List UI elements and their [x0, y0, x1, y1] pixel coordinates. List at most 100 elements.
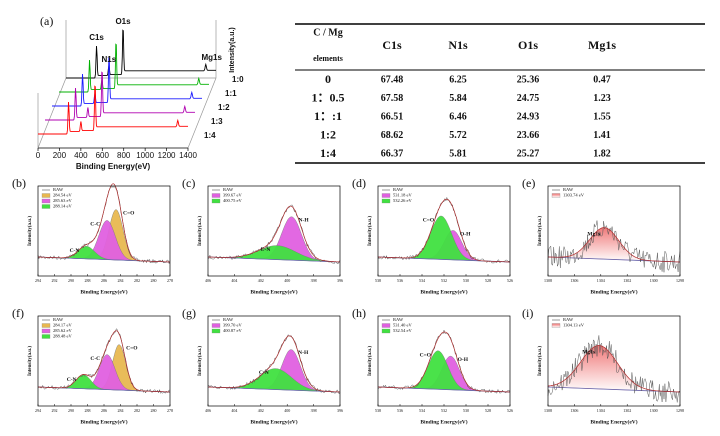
fit-component: [547, 227, 681, 263]
fit-component: [547, 345, 681, 393]
x-tick-label: 396: [337, 278, 343, 283]
x-tick-label: 406: [205, 278, 211, 283]
legend-label: 532.54 eV: [393, 328, 412, 333]
series-label: 1:3: [211, 117, 223, 126]
x-tick-label: 530: [463, 278, 469, 283]
table-cell: 1:2: [320, 127, 336, 141]
legend-label: RAW: [223, 187, 234, 192]
peak-annotation: Mg1s: [587, 231, 600, 237]
legend-label: 284.54 eV: [53, 193, 72, 198]
legend-label: 399.70 eV: [223, 323, 242, 328]
peak-annotation: O-H: [460, 231, 471, 237]
peak-label: O1s: [115, 17, 131, 26]
legend-label: RAW: [393, 317, 404, 322]
spectrum: [45, 71, 195, 121]
x-tick-label: 1302: [623, 408, 631, 413]
x-axis-label: Binding Energy(eV): [590, 418, 637, 425]
x-tick-label: 200: [53, 151, 67, 160]
envelope: [548, 227, 680, 263]
raw-spectrum: [547, 335, 681, 403]
x-axis-label: Binding Energy(eV): [76, 162, 151, 171]
panel-label: (h): [352, 306, 366, 320]
legend-label: RAW: [53, 317, 64, 322]
x-tick-label: 400: [284, 278, 290, 283]
y-axis-label: Intensity(a.u.): [28, 346, 33, 376]
panel-label: (i): [522, 306, 533, 320]
table-cell: 68.62: [381, 130, 404, 141]
panel-label: (b): [12, 176, 26, 190]
x-tick-label: 280: [151, 278, 157, 283]
series-label: 1:1: [225, 89, 237, 98]
peak-label: N1s: [102, 55, 117, 64]
envelope: [378, 198, 510, 263]
fit-component: [37, 220, 171, 263]
x-axis-label: Binding Energy(eV): [80, 288, 127, 295]
peak-annotation: N-H: [299, 217, 310, 223]
peak-annotation: C=O: [423, 217, 435, 223]
y-axis-label: Intensity(a.u.): [538, 346, 543, 376]
legend-swatch: [41, 198, 51, 204]
x-tick-label: 404: [231, 278, 237, 283]
x-axis-label: Binding Energy(eV): [420, 418, 467, 425]
fit-component: [377, 215, 511, 263]
x-tick-label: 1304: [597, 278, 605, 283]
legend-label: RAW: [393, 187, 404, 192]
x-tick-label: 282: [134, 408, 140, 413]
table-cell: 66.51: [381, 111, 404, 122]
x-tick-label: 532: [441, 408, 447, 413]
legend-label: 531.18 eV: [393, 193, 412, 198]
spectrum: [59, 43, 209, 93]
panel-label: (e): [522, 176, 535, 190]
table-cell: 1.23: [593, 93, 611, 104]
envelope: [378, 331, 510, 393]
x-tick-label: 536: [397, 278, 403, 283]
x-tick-label: 278: [167, 278, 173, 283]
spectrum: [66, 29, 216, 79]
legend-label: 285.62 eV: [53, 328, 72, 333]
panel-label: (f): [12, 306, 24, 320]
x-tick-label: 800: [117, 151, 131, 160]
table-header: N1s: [448, 38, 468, 52]
table-cell: 67.48: [381, 74, 404, 85]
x-tick-label: 284: [118, 408, 124, 413]
x-tick-label: 0: [36, 151, 41, 160]
plot-frame: [207, 315, 341, 407]
legend-label: RAW: [223, 317, 234, 322]
legend-swatch: [211, 323, 221, 328]
plot-frame: [547, 315, 681, 407]
x-tick-label: 286: [101, 408, 107, 413]
x-tick-label: 398: [311, 408, 317, 413]
peak-annotation: N-H: [298, 350, 309, 356]
table-cell: 25.36: [517, 74, 540, 85]
peak-annotation: C-C: [90, 356, 100, 362]
legend-label: 532.26 eV: [393, 198, 412, 203]
panel-label: (d): [352, 176, 366, 190]
table-cell: 1.82: [593, 148, 611, 159]
peak-annotation: C-N: [261, 247, 271, 253]
legend-swatch: [41, 204, 51, 209]
peak-annotation: C-N: [70, 248, 80, 254]
plot-frame: [37, 315, 171, 407]
x-tick-label: 1302: [623, 278, 631, 283]
legend-label: 400.87 eV: [223, 328, 242, 333]
series-label: 1:0: [232, 75, 244, 84]
x-tick-label: 534: [419, 278, 425, 283]
panel-label: (g): [182, 306, 196, 320]
table-header: O1s: [518, 38, 538, 52]
legend-label: 288.14 eV: [53, 204, 72, 209]
peak-annotation: O-H: [458, 357, 469, 363]
panel-label: (a): [40, 14, 53, 28]
y-axis-label: Intensity(a.u.): [538, 216, 543, 246]
table-cell: 23.66: [517, 130, 540, 141]
legend-label: 1304.13 eV: [563, 323, 585, 328]
table-cell: 66.37: [381, 148, 404, 159]
plot-frame: [377, 315, 511, 407]
table-cell: 5.81: [449, 148, 467, 159]
x-tick-label: 1200: [158, 151, 176, 160]
table-header-sub: elements: [313, 54, 343, 63]
peak-annotation: C=O: [420, 352, 432, 358]
table-header: C1s: [382, 38, 402, 52]
plot-frame: [377, 185, 511, 277]
table-cell: 1：:1: [314, 109, 342, 123]
